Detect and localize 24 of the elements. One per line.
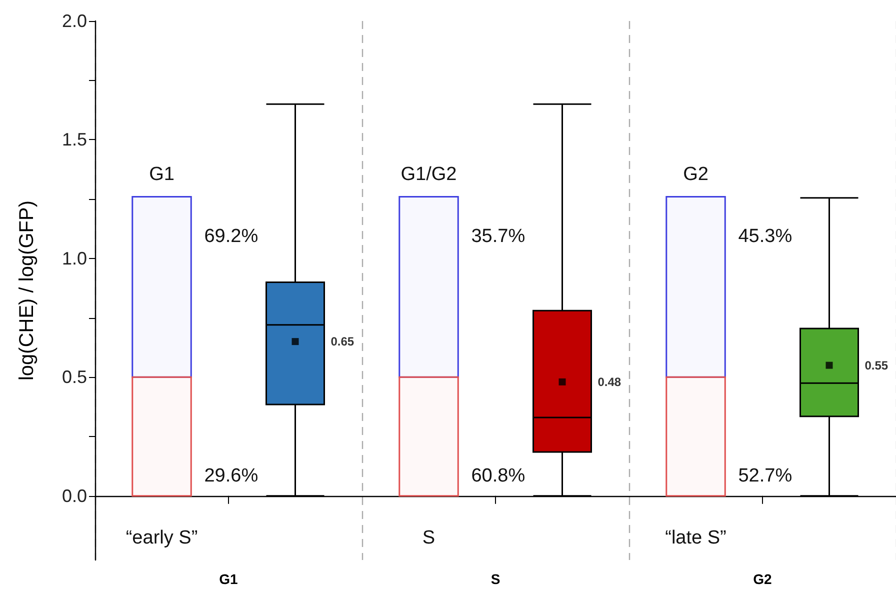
annotation: 60.8% bbox=[471, 465, 526, 486]
annotation: “late S” bbox=[665, 527, 726, 548]
annotation: S bbox=[422, 527, 436, 548]
y-tick-label: 2.0 bbox=[62, 11, 87, 31]
x-tick-label: G1 bbox=[219, 571, 238, 587]
text: 0.48 bbox=[598, 374, 622, 389]
annotation: 35.7% bbox=[471, 226, 526, 248]
annotation: “early S” bbox=[126, 527, 198, 548]
x-tick-label: S bbox=[490, 571, 500, 587]
text: 0.55 bbox=[864, 358, 888, 372]
y-tick-label: 1.0 bbox=[62, 248, 87, 268]
y-axis-title: log(CHE) / log(GFP) bbox=[16, 200, 38, 381]
annotation: G1/G2 bbox=[400, 164, 457, 186]
y-tick-label: 0.5 bbox=[62, 367, 87, 388]
y-tick-label: 0.0 bbox=[62, 486, 87, 506]
annotation: 69.2% bbox=[204, 226, 258, 248]
annotation: G2 bbox=[683, 164, 708, 186]
text: 0.65 bbox=[330, 334, 354, 349]
annotation: 29.6% bbox=[204, 465, 258, 486]
x-tick-label: G2 bbox=[753, 571, 772, 587]
y-tick-label: 1.5 bbox=[62, 130, 87, 150]
annotation: G1 bbox=[149, 164, 174, 186]
annotation: 45.3% bbox=[738, 226, 792, 248]
annotation: 52.7% bbox=[738, 465, 792, 486]
